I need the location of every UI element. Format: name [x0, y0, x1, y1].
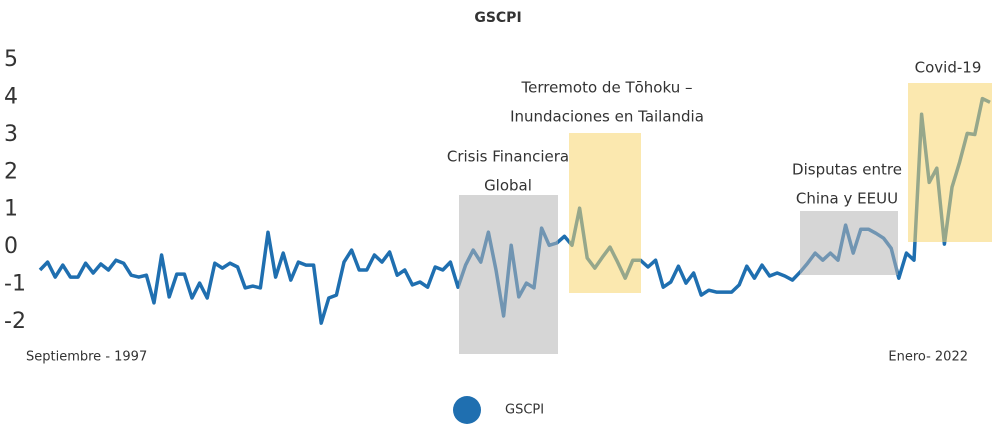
annotation: Global: [484, 177, 532, 195]
chart-title: GSCPI: [474, 10, 521, 26]
y-tick-label: 1: [4, 197, 18, 222]
y-tick-label: 2: [4, 159, 18, 184]
annotation: Crisis Financiera: [447, 148, 569, 166]
y-tick-label: 0: [4, 234, 18, 259]
annotation: Disputas entre: [792, 161, 902, 179]
annotation: China y EEUU: [796, 190, 898, 208]
highlight-box: [459, 195, 558, 354]
annotation: Inundaciones en Tailandia: [510, 108, 704, 126]
y-tick-label: -1: [4, 272, 26, 297]
y-tick-label: 4: [4, 84, 18, 109]
y-tick-label: -2: [4, 309, 26, 334]
x-tick-label: Enero- 2022: [888, 350, 968, 365]
highlight-box: [569, 133, 641, 293]
annotation: Terremoto de Tōhoku –: [521, 79, 693, 97]
legend-label: GSCPI: [505, 403, 544, 418]
y-tick-label: 3: [4, 122, 18, 147]
legend-marker: [453, 396, 481, 424]
highlight-box: [800, 211, 898, 275]
y-tick-label: 5: [4, 47, 18, 72]
highlight-box: [908, 83, 992, 242]
annotation: Covid-19: [915, 59, 982, 77]
x-tick-label: Septiembre - 1997: [26, 350, 147, 365]
